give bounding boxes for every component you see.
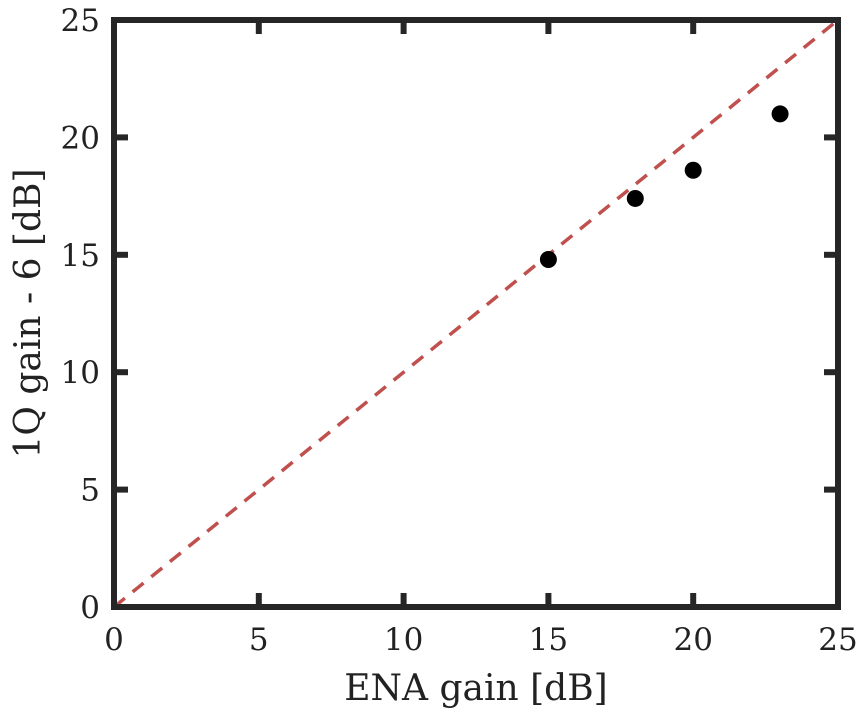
y-tick-label: 20: [61, 120, 100, 156]
y-axis-label: 1Q gain - 6 [dB]: [8, 168, 49, 458]
y-tick-label: 25: [61, 3, 100, 39]
data-point: [771, 105, 789, 123]
x-tick-label: 15: [529, 622, 568, 658]
x-tick-label: 0: [104, 622, 124, 658]
data-point: [626, 189, 644, 207]
y-tick-label: 5: [80, 473, 100, 509]
y-tick-label: 15: [61, 238, 100, 274]
y-tick-label: 10: [61, 355, 100, 391]
x-tick-label: 5: [249, 622, 269, 658]
y-tick-label: 0: [80, 590, 100, 626]
x-axis-label: ENA gain [dB]: [344, 668, 607, 709]
reference-line: [112, 18, 840, 609]
x-tick-label: 25: [818, 622, 857, 658]
data-point: [539, 250, 557, 268]
x-tick-label: 20: [673, 622, 712, 658]
data-point: [684, 161, 702, 179]
plot-area: [112, 18, 840, 609]
tick-labels: 0 5 10 15 20 25 0 5 10 15 20 25: [61, 3, 858, 658]
axes-frame: [111, 17, 841, 610]
x-tick-label: 10: [384, 622, 423, 658]
